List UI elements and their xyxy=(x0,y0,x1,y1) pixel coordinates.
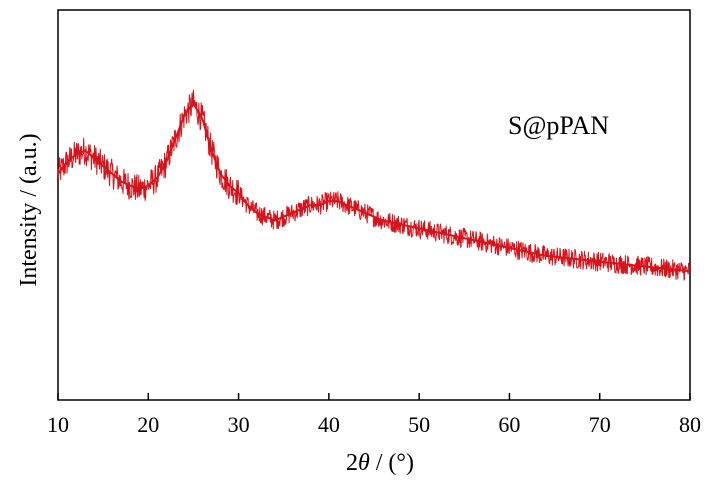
x-tick-label-20: 20 xyxy=(137,412,159,437)
x-tick-label-60: 60 xyxy=(498,412,520,437)
x-axis-ticks xyxy=(57,393,691,400)
series-noise-trace xyxy=(57,89,691,281)
x-tick-label-40: 40 xyxy=(318,412,340,437)
y-axis-label: Intensity / (a.u.) xyxy=(16,133,42,286)
x-tick-label-80: 80 xyxy=(679,412,701,437)
plot-frame xyxy=(57,9,691,401)
legend-label: S@pPAN xyxy=(508,111,609,140)
x-tick-label-30: 30 xyxy=(228,412,250,437)
series-noise-path xyxy=(57,89,691,281)
x-tick-label-50: 50 xyxy=(408,412,430,437)
x-tick-label-10: 10 xyxy=(47,412,69,437)
x-tick-label-70: 70 xyxy=(589,412,611,437)
x-axis-label: 2θ / (°) xyxy=(346,450,414,476)
x-axis-tick-labels: 10 20 30 40 50 60 70 80 xyxy=(47,412,701,437)
series-line-s-ppan xyxy=(57,101,691,273)
